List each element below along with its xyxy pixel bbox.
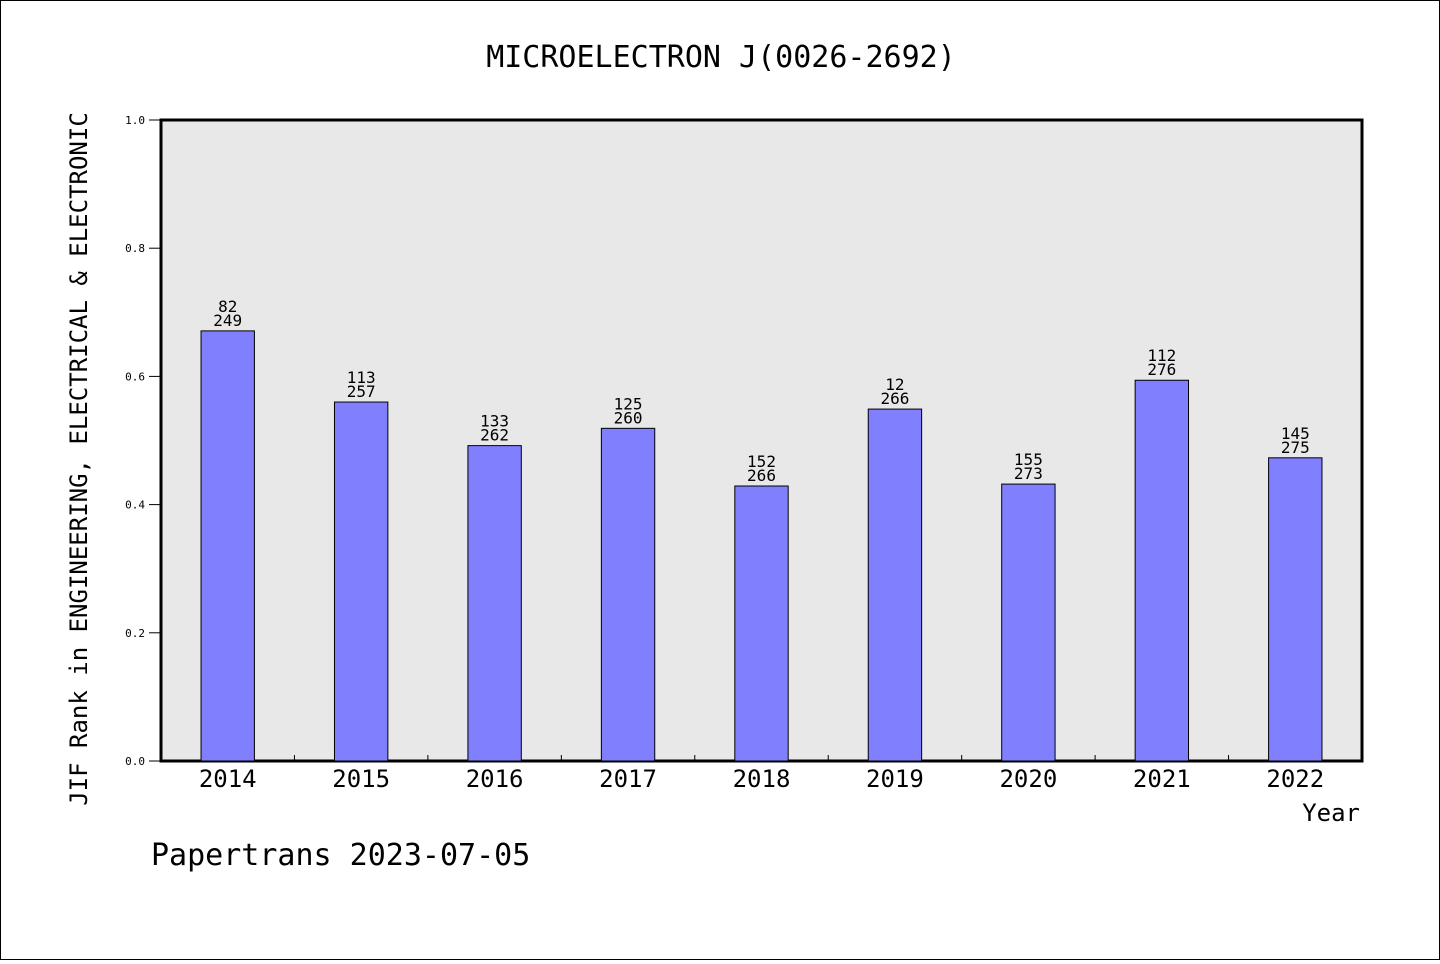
bar-total-label: 275 [1281, 438, 1310, 457]
bar-rank-label: 133 [480, 412, 509, 431]
bar-labels: 8224911325713326212526015226612266155273… [213, 297, 1309, 485]
bar-2014 [200, 330, 255, 762]
bar-total-label: 273 [1014, 464, 1043, 483]
bar-2022 [1268, 457, 1323, 762]
footer-credit: Papertrans 2023-07-05 [151, 838, 530, 873]
bar-2015 [333, 401, 389, 762]
y-tick-label: 0.2 [125, 627, 145, 640]
bar-2019 [867, 408, 923, 762]
bar-2016 [467, 445, 522, 762]
x-tick-label: 2016 [466, 765, 524, 793]
chart-title: MICROELECTRON J(0026-2692) [486, 40, 956, 75]
bar-rank-label: 112 [1147, 346, 1176, 365]
y-axis-label: JIF Rank in ENGINEERING, ELECTRICAL & EL… [65, 112, 93, 806]
y-tick-label: 0.0 [125, 755, 145, 768]
x-tick-label: 2014 [199, 765, 257, 793]
bar-total-label: 266 [880, 389, 909, 408]
y-axis-ticks: 0.0 0.2 0.4 0.6 0.8 1.0 [125, 114, 161, 768]
y-tick-label: 0.6 [125, 370, 145, 383]
y-tick-label: 1.0 [125, 114, 145, 127]
bar-rank-label: 82 [218, 297, 237, 316]
bar-2020 [1001, 483, 1056, 762]
bar-rank-label: 155 [1014, 450, 1043, 469]
bar-2017 [600, 427, 656, 762]
bars [200, 330, 1323, 762]
bar-total-label: 262 [480, 426, 509, 445]
bar-rank-label: 125 [614, 394, 643, 413]
bar-2018 [734, 485, 789, 762]
x-tick-label: 2018 [733, 765, 791, 793]
x-axis-label: Year [1302, 799, 1360, 827]
bar-total-label: 249 [213, 311, 242, 330]
x-tick-label: 2019 [866, 765, 924, 793]
x-tick-label: 2020 [999, 765, 1057, 793]
bar-total-label: 266 [747, 466, 776, 485]
bar-rank-label: 152 [747, 452, 776, 471]
bar-2021 [1134, 379, 1190, 762]
bar-rank-label: 113 [347, 368, 376, 387]
bar-total-label: 257 [347, 382, 376, 401]
bar-total-label: 276 [1147, 360, 1176, 379]
bar-total-label: 260 [614, 408, 643, 427]
x-tick-label: 2021 [1133, 765, 1191, 793]
y-tick-label: 0.4 [125, 499, 145, 512]
y-tick-label: 0.8 [125, 242, 145, 255]
x-tick-label: 2017 [599, 765, 657, 793]
bar-rank-label: 12 [885, 375, 904, 394]
x-tick-label: 2022 [1266, 765, 1324, 793]
x-axis-ticks: 2014 2015 2016 2017 2018 2019 2020 2021 2022 [199, 755, 1324, 793]
bar-rank-label: 145 [1281, 424, 1310, 443]
x-tick-label: 2015 [332, 765, 390, 793]
